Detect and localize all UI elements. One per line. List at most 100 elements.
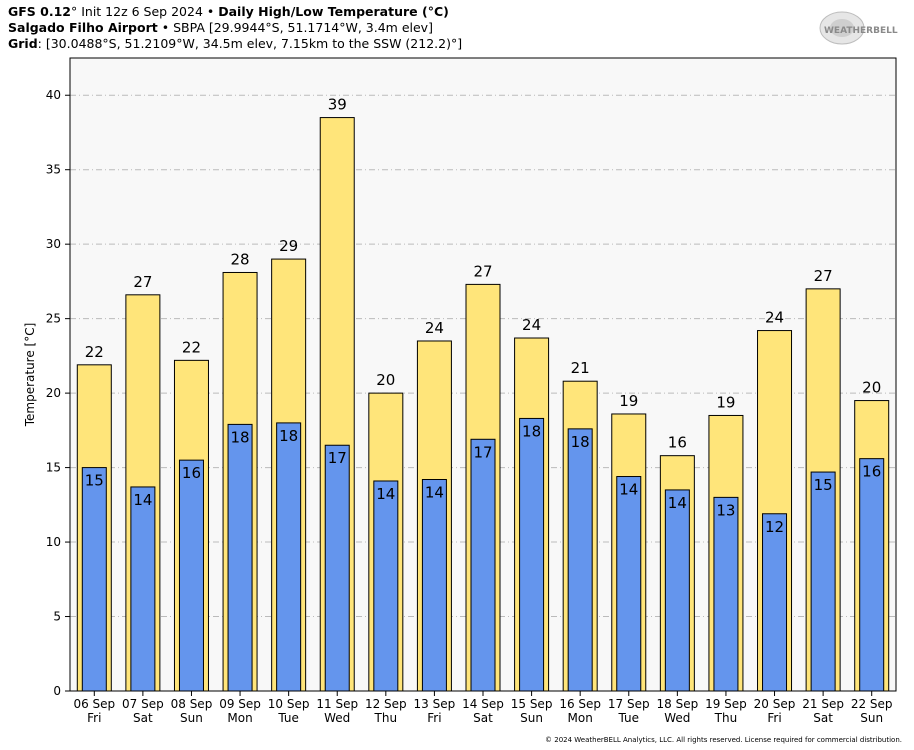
x-tick-label-weekday: Sat [473,711,493,725]
high-temp-label: 24 [765,309,784,327]
y-tick-label: 0 [53,684,61,698]
x-tick-label-weekday: Tue [618,711,640,725]
low-temp-bar [227,423,253,692]
separator: • [202,4,219,19]
product-title: Daily High/Low Temperature (°C) [218,4,449,19]
high-temp-label: 19 [716,393,735,411]
x-tick-label-weekday: Fri [87,711,101,725]
low-temp-label: 12 [765,518,784,536]
grid-info: : [30.0488°S, 51.2109°W, 34.5m elev, 7.1… [37,36,463,51]
header-station-line: Salgado Filho Airport • SBPA [29.9944°S,… [8,20,433,36]
high-temp-label: 20 [862,379,881,397]
low-temp-bar [373,480,399,692]
low-temp-bar [810,471,836,692]
low-temp-bar [130,486,156,692]
low-temp-label: 14 [425,484,444,502]
header-grid-line: Grid: [30.0488°S, 51.2109°W, 34.5m elev,… [8,36,462,52]
low-temp-bar [859,458,885,692]
low-temp-label: 14 [133,491,152,509]
svg-text:WEATHERBELL: WEATHERBELL [824,26,898,36]
x-tick-label-date: 22 Sep [851,697,893,711]
x-tick-label-weekday: Mon [227,711,252,725]
low-temp-label: 14 [376,485,395,503]
x-tick-label-date: 12 Sep [365,697,407,711]
y-axis-label: Temperature [°C] [23,323,37,428]
y-tick-label: 20 [46,386,61,400]
low-temp-label: 13 [716,501,735,519]
low-temp-bar [178,459,204,692]
low-temp-bar [324,444,350,692]
y-tick-label: 5 [53,610,61,624]
init-time: ° Init 12z 6 Sep 2024 [71,4,203,19]
x-tick-label-weekday: Sun [180,711,203,725]
x-tick-label-weekday: Sat [813,711,833,725]
x-tick-label-weekday: Fri [427,711,441,725]
x-tick-label-weekday: Fri [767,711,781,725]
header-title-line: GFS 0.12° Init 12z 6 Sep 2024 • Daily Hi… [8,4,449,20]
y-tick-label: 30 [46,237,61,251]
y-tick-label: 15 [46,461,61,475]
x-tick-label-date: 20 Sep [754,697,796,711]
x-tick-label-date: 09 Sep [219,697,261,711]
y-tick-label: 40 [46,88,61,102]
x-tick-label-weekday: Thu [714,711,738,725]
low-temp-label: 18 [522,422,541,440]
low-temp-bar [519,417,545,692]
y-tick-label: 10 [46,535,61,549]
low-temp-bar [276,422,302,692]
high-temp-label: 27 [814,267,833,285]
high-temp-label: 19 [619,392,638,410]
x-tick-label-date: 06 Sep [73,697,115,711]
low-temp-label: 15 [85,472,104,490]
grid-label: Grid [8,36,38,51]
low-temp-bar [616,476,642,692]
low-temp-label: 17 [328,449,347,467]
plot-frame [69,57,897,692]
x-tick-label-weekday: Tue [277,711,299,725]
x-tick-label-date: 10 Sep [268,697,310,711]
x-tick-label-weekday: Wed [664,711,690,725]
low-temp-bar [81,467,107,692]
low-temp-label: 16 [862,463,881,481]
high-temp-label: 24 [522,316,541,334]
x-tick-label-date: 18 Sep [657,697,699,711]
model-name: GFS 0.12 [8,4,71,19]
low-temp-label: 14 [619,481,638,499]
high-temp-label: 16 [668,434,687,452]
x-tick-label-date: 11 Sep [316,697,358,711]
high-temp-label: 27 [473,262,492,280]
x-tick-label-date: 17 Sep [608,697,650,711]
x-tick-label-date: 08 Sep [171,697,213,711]
high-temp-label: 29 [279,237,298,255]
low-temp-label: 18 [279,427,298,445]
high-temp-label: 20 [376,371,395,389]
x-tick-label-weekday: Mon [568,711,593,725]
high-temp-label: 24 [425,319,444,337]
x-tick-label-weekday: Sun [860,711,883,725]
low-temp-label: 15 [814,476,833,494]
low-temp-label: 17 [473,443,492,461]
weatherbell-logo: WEATHERBELL [819,11,898,45]
high-temp-label: 22 [182,338,201,356]
low-temp-label: 14 [668,494,687,512]
x-tick-label-weekday: Wed [324,711,350,725]
y-tick-label: 25 [46,312,61,326]
low-temp-label: 16 [182,464,201,482]
x-tick-label-date: 16 Sep [559,697,601,711]
high-temp-label: 27 [133,273,152,291]
x-tick-label-date: 13 Sep [414,697,456,711]
x-tick-label-date: 14 Sep [462,697,504,711]
low-temp-label: 18 [571,433,590,451]
high-temp-label: 21 [571,359,590,377]
y-tick-label: 35 [46,163,61,177]
x-tick-label-date: 07 Sep [122,697,164,711]
low-temp-bar [713,496,739,692]
station-name: Salgado Filho Airport [8,20,158,35]
station-info: • SBPA [29.9944°S, 51.1714°W, 3.4m elev] [157,20,433,35]
x-tick-label-weekday: Sun [520,711,543,725]
low-temp-bar [762,513,788,692]
x-tick-label-date: 21 Sep [802,697,844,711]
high-temp-label: 39 [328,96,347,114]
x-tick-label-date: 15 Sep [511,697,553,711]
